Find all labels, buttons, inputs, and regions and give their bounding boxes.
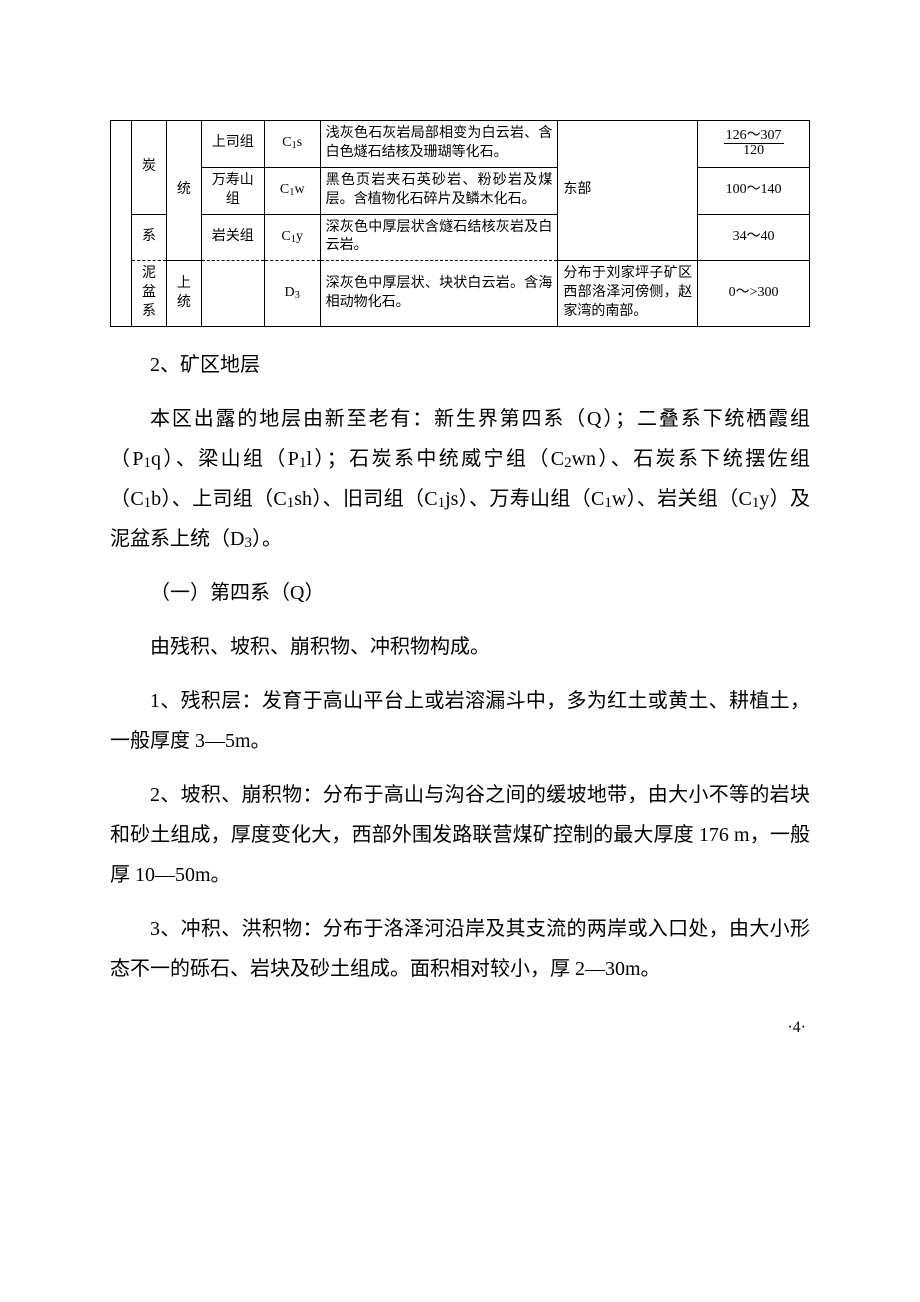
- table-row: 万寿山组 C1w 黑色页岩夹石英砂岩、粉砂岩及煤层。含植物化石碎片及鳞木化石。 …: [111, 167, 810, 214]
- cell-system: 泥盆系: [131, 261, 166, 327]
- cell-formation: 岩关组: [201, 214, 264, 261]
- cell-formation: [201, 261, 264, 327]
- cell-thickness: 0～>300: [698, 261, 810, 327]
- cell-formation: 上司组: [201, 121, 264, 168]
- table-row: 系 岩关组 C1y 深灰色中厚层状含燧石结核灰岩及白云岩。 34～40: [111, 214, 810, 261]
- cell-system: 系: [131, 214, 166, 261]
- paragraph: 1、残积层：发育于高山平台上或岩溶漏斗中，多为红土或黄土、耕植土，一般厚度 3—…: [110, 681, 810, 761]
- cell-series: 统: [166, 121, 201, 261]
- stratigraphy-table: 炭 统 上司组 C1s 浅灰色石灰岩局部相变为白云岩、含白色燧石结核及珊瑚等化石…: [110, 120, 810, 327]
- cell-description: 浅灰色石灰岩局部相变为白云岩、含白色燧石结核及珊瑚等化石。: [320, 121, 558, 168]
- sub-heading: （一）第四系（Q）: [110, 573, 810, 613]
- fraction: 126～307 120: [724, 129, 784, 159]
- body-text: 2、矿区地层 本区出露的地层由新至老有：新生界第四系（Q）；二叠系下统栖霞组（P…: [110, 345, 810, 989]
- cell-thickness: 100～140: [698, 167, 810, 214]
- cell-description: 深灰色中厚层状、块状白云岩。含海相动物化石。: [320, 261, 558, 327]
- cell-code: C1s: [264, 121, 320, 168]
- cell-thickness: 34～40: [698, 214, 810, 261]
- cell-code: C1w: [264, 167, 320, 214]
- cell-series: 上统: [166, 261, 201, 327]
- cell-system: 炭: [131, 121, 166, 215]
- cell-thickness: 126～307 120: [698, 121, 810, 168]
- table-row: 泥盆系 上统 D3 深灰色中厚层状、块状白云岩。含海相动物化石。 分布于刘家坪子…: [111, 261, 810, 327]
- cell-code: C1y: [264, 214, 320, 261]
- cell-distribution: 东部: [558, 121, 698, 261]
- cell-distribution: 分布于刘家坪子矿区西部洛泽河傍侧，赵家湾的南部。: [558, 261, 698, 327]
- cell-description: 深灰色中厚层状含燧石结核灰岩及白云岩。: [320, 214, 558, 261]
- paragraph: 本区出露的地层由新至老有：新生界第四系（Q）；二叠系下统栖霞组（P1q）、梁山组…: [110, 399, 810, 559]
- cell-formation: 万寿山组: [201, 167, 264, 214]
- document-page: 炭 统 上司组 C1s 浅灰色石灰岩局部相变为白云岩、含白色燧石结核及珊瑚等化石…: [0, 0, 920, 1097]
- heading-2: 2、矿区地层: [110, 345, 810, 385]
- cell-system-group: [111, 121, 132, 327]
- paragraph: 由残积、坡积、崩积物、冲积物构成。: [110, 627, 810, 667]
- table-row: 炭 统 上司组 C1s 浅灰色石灰岩局部相变为白云岩、含白色燧石结核及珊瑚等化石…: [111, 121, 810, 168]
- paragraph: 2、坡积、崩积物：分布于高山与沟谷之间的缓坡地带，由大小不等的岩块和砂土组成，厚…: [110, 775, 810, 895]
- cell-code: D3: [264, 261, 320, 327]
- cell-description: 黑色页岩夹石英砂岩、粉砂岩及煤层。含植物化石碎片及鳞木化石。: [320, 167, 558, 214]
- paragraph: 3、冲积、洪积物：分布于洛泽河沿岸及其支流的两岸或入口处，由大小形态不一的砾石、…: [110, 909, 810, 989]
- page-number: ·4·: [110, 1019, 810, 1037]
